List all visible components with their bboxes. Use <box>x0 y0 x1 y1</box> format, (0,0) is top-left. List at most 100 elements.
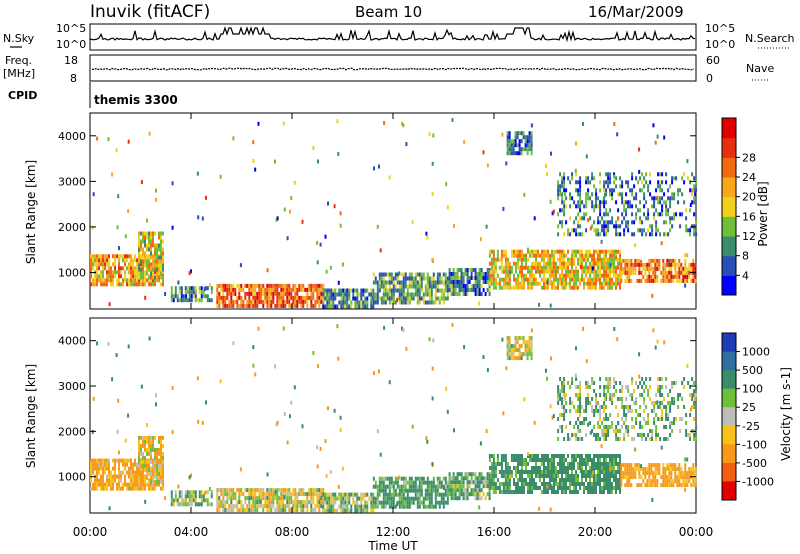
heatmap-cell <box>488 281 491 286</box>
heatmap-cell <box>414 276 417 281</box>
heatmap-cell <box>581 249 583 254</box>
heatmap-cell <box>100 282 102 287</box>
heatmap-cell <box>316 488 319 493</box>
heatmap-cell <box>565 482 567 486</box>
heatmap-cell <box>520 336 523 341</box>
heatmap-cell <box>585 281 587 286</box>
heatmap-cell <box>639 425 642 429</box>
heatmap-cell <box>660 475 663 480</box>
heatmap-cell <box>102 482 104 487</box>
heatmap-cell <box>248 299 251 304</box>
heatmap-cell <box>569 204 572 209</box>
heatmap-cell <box>138 231 140 236</box>
heatmap-cell <box>324 304 327 309</box>
heatmap-cell <box>671 385 674 389</box>
heatmap-cell <box>674 262 677 267</box>
heatmap-cell <box>543 273 545 278</box>
heatmap-cell <box>663 397 666 401</box>
heatmap-cell <box>304 287 307 292</box>
heatmap-cell <box>573 458 575 462</box>
heatmap-cell <box>226 496 229 501</box>
heatmap-cell <box>474 476 477 481</box>
heatmap-cell <box>549 257 551 262</box>
heatmap-cell <box>577 405 580 409</box>
heatmap-cell <box>94 258 96 263</box>
heatmap-cell <box>174 490 177 495</box>
heatmap-cell <box>615 184 618 189</box>
heatmap-cell <box>563 381 566 385</box>
heatmap-cell <box>162 459 164 464</box>
heatmap-cell <box>670 475 673 480</box>
heatmap-cell <box>352 496 355 501</box>
heatmap-cell <box>454 292 457 296</box>
heatmap-cell <box>563 208 566 213</box>
heatmap-cell <box>638 266 641 271</box>
heatmap-cell <box>549 474 551 478</box>
heatmap-cell <box>591 281 593 286</box>
heatmap-cell <box>615 176 618 181</box>
heatmap-cell <box>410 484 413 489</box>
heatmap-cell <box>611 253 613 258</box>
heatmap-cell <box>502 482 505 486</box>
heatmap-cell <box>526 356 529 361</box>
heatmap-cell <box>583 269 585 274</box>
heatmap-cell <box>508 336 511 341</box>
heatmap-cell <box>510 470 513 474</box>
heatmap-cell <box>550 280 553 284</box>
heatmap-cell <box>605 200 608 205</box>
heatmap-cell <box>238 291 241 296</box>
heatmap-cell <box>597 196 600 201</box>
heatmap-cell <box>575 188 578 193</box>
heatmap-cell <box>685 228 688 233</box>
heatmap-cell <box>563 204 566 209</box>
heatmap-cell <box>658 471 661 476</box>
heatmap-cell <box>514 151 517 156</box>
heatmap-cell <box>104 466 106 471</box>
heatmap-cell <box>561 192 564 197</box>
heatmap-cell <box>154 435 156 440</box>
heatmap-cell <box>144 243 146 248</box>
heatmap-cell <box>350 288 353 293</box>
heatmap-cell <box>100 254 102 259</box>
heatmap-cell <box>230 291 233 296</box>
heatmap-cell <box>158 467 160 472</box>
heatmap-cell <box>100 278 102 283</box>
heatmap-cell <box>508 348 511 353</box>
heatmap-cell <box>613 172 616 177</box>
heatmap-cell <box>607 474 609 478</box>
heatmap-cell <box>679 224 682 229</box>
heatmap-cell <box>539 261 541 266</box>
heatmap-cell <box>116 474 118 479</box>
heatmap-cell <box>378 276 381 281</box>
heatmap-cell <box>504 462 507 466</box>
heatmap-cell <box>492 478 495 482</box>
heatmap-cell <box>605 413 608 417</box>
heatmap-cell <box>336 304 339 309</box>
heatmap-cell <box>607 482 609 486</box>
heatmap-cell <box>274 490 277 494</box>
heatmap-cell <box>649 377 652 381</box>
heatmap-cell <box>362 492 365 497</box>
heatmap-cell <box>106 274 108 279</box>
heatmap-cell <box>508 285 511 290</box>
heatmap-cell <box>694 479 697 484</box>
heatmap-cell <box>525 277 527 282</box>
heatmap-cell <box>316 500 319 505</box>
heatmap-cell <box>644 270 647 275</box>
heatmap-cell <box>154 270 156 275</box>
heatmap-cell <box>666 258 669 263</box>
heatmap-cell <box>332 492 335 497</box>
heatmap-cell <box>549 486 551 490</box>
heatmap-cell <box>242 508 245 513</box>
heatmap-cell <box>615 200 618 205</box>
heatmap-cell <box>412 296 415 301</box>
heatmap-cell <box>575 393 578 397</box>
heatmap-cell <box>450 496 453 501</box>
heatmap-cell <box>591 204 594 209</box>
heatmap-cell <box>648 463 651 468</box>
heatmap-cell <box>454 280 457 284</box>
heatmap-cell <box>506 336 509 341</box>
heatmap-cell <box>337 280 340 285</box>
heatmap-cell <box>651 437 654 441</box>
heatmap-cell <box>508 147 511 152</box>
